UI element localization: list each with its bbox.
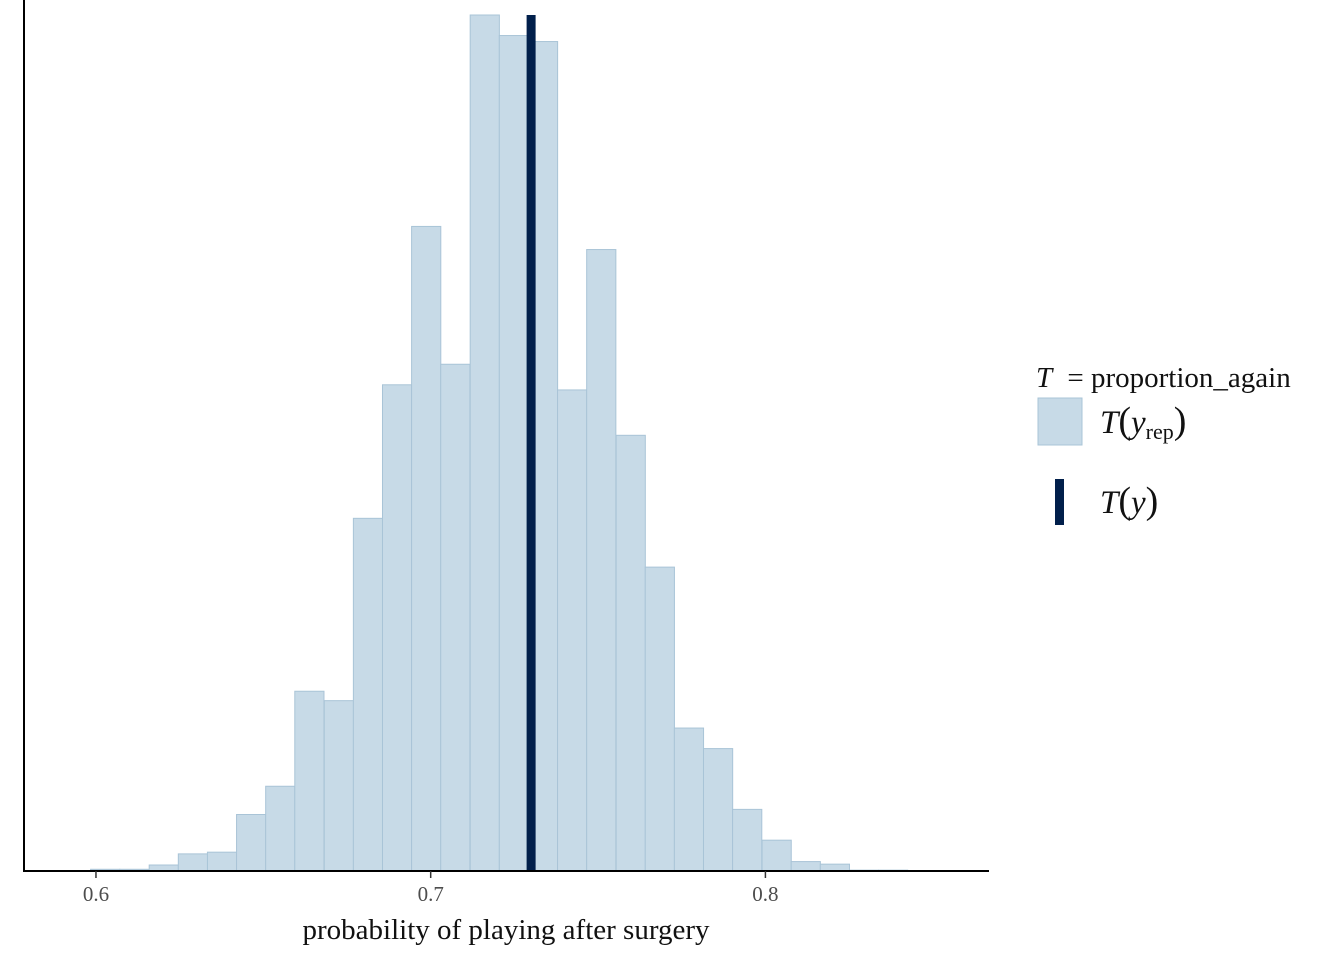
histogram-bar [206,851,238,872]
legend: T = proportion_again T(yrep) T(y) [1036,362,1291,525]
histogram-bar [381,384,413,872]
histogram-bar [294,690,325,872]
histogram-bar [644,566,675,872]
legend-title: T = proportion_again [1036,362,1291,394]
x-axis-ticks: 0.6 0.7 0.8 [83,871,779,906]
histogram-bar [177,853,208,872]
x-axis-title: probability of playing after surgery [303,914,710,946]
legend-label-yrep: T(yrep) [1100,400,1186,444]
legend-key-yrep-box [1037,397,1083,446]
histogram-bar [586,249,617,872]
legend-key-observed-line [1055,479,1064,525]
histogram-bar [790,861,821,872]
histogram-bar [498,35,529,872]
histogram-bar [702,748,734,872]
x-tick-label: 0.6 [83,882,109,906]
histogram-bar [323,700,354,872]
legend-label-y: T(y) [1100,480,1158,522]
histogram-bar [732,808,763,872]
histogram-bar [673,727,705,872]
x-tick-label: 0.7 [418,882,444,906]
histogram-bar [236,814,267,872]
histogram-bar [819,863,850,872]
histogram-bar [352,517,384,872]
histogram-bar [440,363,471,872]
histogram-bar [761,839,792,872]
histogram-bar [411,225,442,872]
histogram-bar [265,785,296,872]
histogram-bar [469,14,500,872]
x-tick-label: 0.8 [752,882,778,906]
histogram-bars [90,14,909,872]
histogram-bar [615,434,646,872]
histogram-bar [557,389,588,872]
